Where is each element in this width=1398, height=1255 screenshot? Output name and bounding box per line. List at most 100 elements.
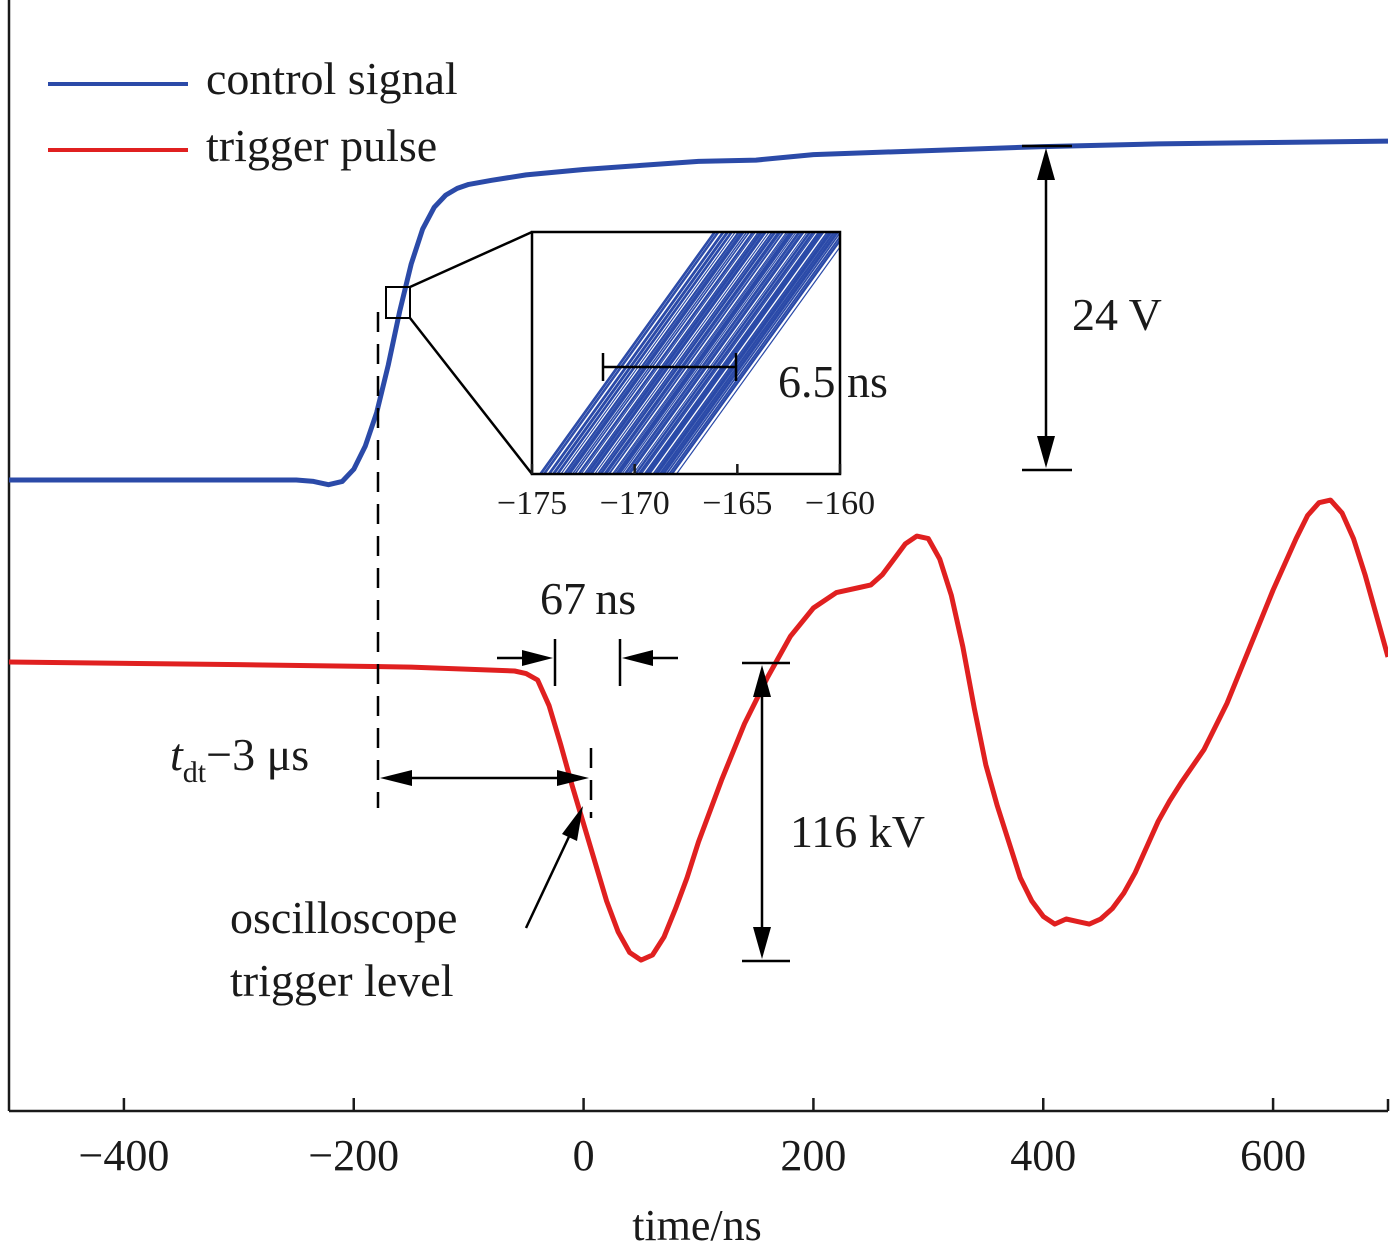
legend-label-control-signal: control signal: [206, 53, 458, 104]
x-ticks: [122, 1098, 1275, 1111]
inset-trace: [618, 232, 794, 474]
inset-trace: [606, 232, 782, 474]
inset-trace: [676, 245, 840, 474]
inset-trace: [635, 232, 811, 474]
series-line-control-signal: [9, 138, 1388, 488]
inset-trace: [587, 232, 764, 474]
inset-trace: [615, 232, 791, 474]
rise-time-left-arrowhead: [522, 650, 553, 666]
inset-trace: [608, 232, 784, 474]
legend: control signal trigger pulse: [48, 53, 458, 171]
inset-trace: [646, 232, 822, 474]
inset-trace: [580, 232, 756, 474]
inset-trace: [563, 232, 740, 474]
inset-trace: [601, 232, 777, 474]
inset-tick-label: −165: [702, 485, 772, 522]
inset-trace: [660, 232, 836, 474]
inset-trace: [668, 235, 840, 474]
inset-trace: [608, 232, 785, 474]
control-amplitude-arrowhead-up: [1037, 148, 1055, 180]
inset-trace: [655, 232, 831, 474]
inset-tick-label: −160: [805, 485, 875, 522]
inset-trace: [544, 232, 720, 474]
trigger-amplitude-arrowhead-up: [753, 665, 771, 697]
inset-trace: [577, 232, 753, 474]
x-tick-label: 400: [1010, 1131, 1076, 1180]
x-tick-label: 600: [1240, 1131, 1306, 1180]
inset-trace: [594, 232, 770, 474]
x-tick-label: 0: [573, 1131, 595, 1180]
inset-trace: [552, 232, 728, 474]
delay-marker: [380, 770, 589, 786]
x-tick-label: −400: [79, 1131, 170, 1180]
inset-frame: [530, 230, 842, 476]
zoom-box: [385, 286, 411, 319]
inset-traces: [539, 232, 840, 474]
inset-trace: [634, 232, 810, 474]
trigger-level-label-line-2: trigger level: [230, 955, 454, 1006]
inset-trace: [612, 232, 788, 474]
jitter-label: 6.5 ns: [778, 356, 888, 407]
inset-trace: [566, 232, 742, 474]
control-amplitude-label: 24 V: [1072, 289, 1162, 340]
inset-trace: [625, 232, 801, 474]
inset-trace: [624, 232, 800, 474]
inset-trace: [632, 232, 808, 474]
inset-tick-label: −170: [600, 485, 670, 522]
rise-time-right-arrowhead: [622, 650, 653, 666]
control-amplitude-marker: [1022, 144, 1072, 472]
zoom-connector-bottom: [409, 317, 533, 475]
inset-trace: [628, 232, 804, 474]
inset-trace: [569, 232, 745, 474]
inset-trace: [654, 232, 830, 474]
series-line-trigger-pulse: [9, 497, 1388, 963]
inset-trace: [591, 232, 767, 474]
inset-trace: [603, 232, 779, 474]
zoom-connector-top: [409, 230, 533, 289]
delay-arrowhead-right: [557, 770, 589, 786]
inset-trace: [627, 232, 803, 474]
rise-time-marker: [497, 639, 678, 686]
x-tick-label: 200: [780, 1131, 846, 1180]
inset-trace: [542, 232, 718, 474]
trigger-amplitude-label: 116 kV: [790, 806, 925, 857]
inset-trace: [639, 232, 815, 474]
inset-trace: [574, 232, 750, 474]
trigger-level-pointer: [524, 806, 583, 929]
inset-trace: [613, 232, 789, 474]
control-amplitude-arrowhead-down: [1037, 436, 1055, 468]
legend-label-trigger-pulse: trigger pulse: [206, 120, 437, 171]
x-tick-label: −200: [308, 1131, 399, 1180]
inset-trace: [643, 232, 819, 474]
inset-trace: [597, 232, 773, 474]
inset-trace: [652, 232, 829, 474]
inset-trace: [644, 232, 820, 474]
inset-trace: [589, 232, 765, 474]
x-tick-labels: −400 −200 0 200 400 600: [79, 1131, 1307, 1180]
inset-trace: [560, 232, 736, 474]
inset-trace: [547, 232, 724, 474]
inset-trace: [554, 232, 730, 474]
trigger-level-pointer-shaft: [524, 825, 576, 929]
inset-trace: [666, 232, 840, 474]
inset-trace: [599, 232, 775, 474]
x-axis-label: time/ns: [632, 1201, 762, 1250]
inset-trace: [629, 232, 805, 474]
inset-trace: [670, 238, 840, 474]
trigger-amplitude-arrowhead-down: [753, 927, 771, 959]
trigger-level-pointer-arrowhead: [562, 806, 583, 841]
inset-trace: [669, 236, 840, 474]
trigger-amplitude-marker: [742, 661, 790, 963]
inset-trace: [556, 232, 732, 474]
inset-ticks: [530, 464, 842, 474]
delay-label: tdt−3 μs: [170, 729, 309, 789]
inset-trace: [661, 232, 837, 474]
inset-trace: [549, 232, 725, 474]
trigger-level-label-line-1: oscilloscope: [230, 892, 457, 943]
inset-trace: [539, 232, 715, 474]
inset-trace: [586, 232, 762, 474]
inset-trace: [604, 232, 781, 474]
inset-trace: [619, 232, 795, 474]
delay-arrowhead-left: [380, 770, 412, 786]
